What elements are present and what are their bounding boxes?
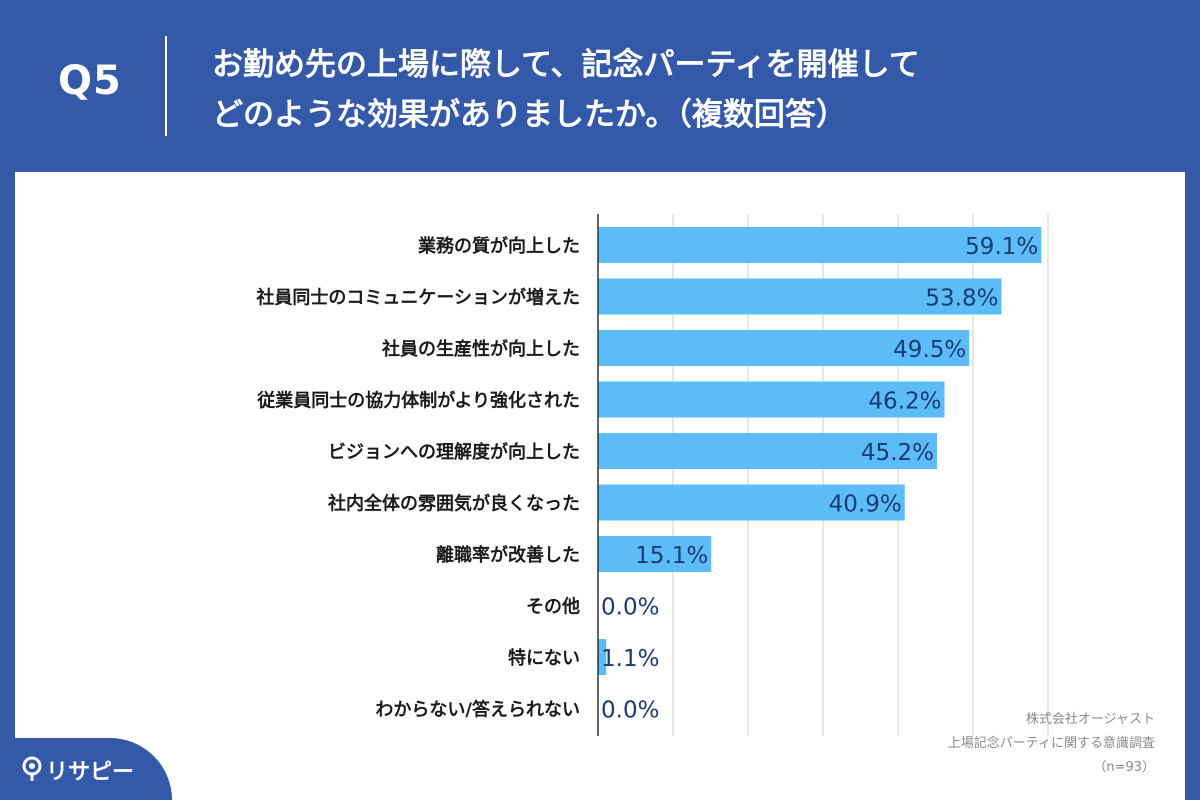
bar-chart: 業務の質が向上した 59.1% 社員同士のコミュニケーションが増えた 53.8% 社員の… — [256, 214, 1049, 736]
chart-panel: 業務の質が向上した 59.1% 社員同士のコミュニケーションが増えた 53.8% 社員の… — [15, 172, 1185, 800]
bar — [598, 278, 1002, 315]
header-divider — [165, 36, 167, 136]
question-number: Q5 — [58, 58, 122, 104]
data-label: 59.1% — [965, 234, 1038, 260]
data-label: 1.1% — [601, 646, 659, 672]
question-line-1: お勤め先の上場に際して、記念パーティを開催して — [212, 47, 920, 83]
category-label: 社内全体の雰囲気が良くなった — [328, 493, 580, 515]
category-label: わからない/答えられない — [375, 699, 580, 721]
bar — [598, 484, 905, 521]
category-label: 従業員同士の協力体制がより強化された — [256, 390, 580, 412]
bar — [598, 433, 937, 469]
bar — [598, 330, 970, 366]
category-label: ビジョンへの理解度が向上した — [328, 441, 580, 463]
data-label: 45.2% — [861, 440, 934, 466]
data-label: 0.0% — [601, 595, 659, 621]
question-line-2: どのような効果がありましたか。（複数回答） — [212, 97, 847, 133]
bar — [598, 536, 712, 572]
source-note: 株式会社オージャスト 上場記念パーティに関する意識調査 （n=93） — [948, 708, 1155, 780]
source-survey: 上場記念パーティに関する意識調査 — [947, 736, 1155, 751]
data-label: 0.0% — [601, 698, 659, 724]
bar — [598, 381, 945, 418]
source-sample: （n=93） — [1093, 760, 1155, 775]
bar — [598, 227, 1042, 263]
category-label: 業務の質が向上した — [417, 235, 580, 257]
bar — [598, 639, 607, 675]
data-label: 49.5% — [893, 337, 966, 363]
logo-text: リサピー — [46, 760, 135, 785]
category-label: 社員の生産性が向上した — [382, 338, 580, 360]
logo: リサピー — [0, 738, 172, 800]
data-label: 53.8% — [925, 286, 998, 312]
category-label: 社員同士のコミュニケーションが増えた — [256, 287, 580, 309]
category-label: 特にない — [508, 647, 580, 669]
header: Q5 お勤め先の上場に際して、記念パーティを開催して どのような効果がありました… — [0, 0, 1200, 170]
data-label: 46.2% — [868, 389, 941, 415]
source-company: 株式会社オージャスト — [1025, 712, 1155, 727]
pin-icon — [22, 756, 42, 781]
data-label: 40.9% — [829, 492, 902, 518]
category-label: 離職率が改善した — [436, 544, 580, 566]
data-label: 15.1% — [635, 543, 708, 569]
question-text: お勤め先の上場に際して、記念パーティを開催して どのような効果がありましたか。（… — [212, 40, 1152, 140]
category-label: その他 — [526, 596, 580, 618]
